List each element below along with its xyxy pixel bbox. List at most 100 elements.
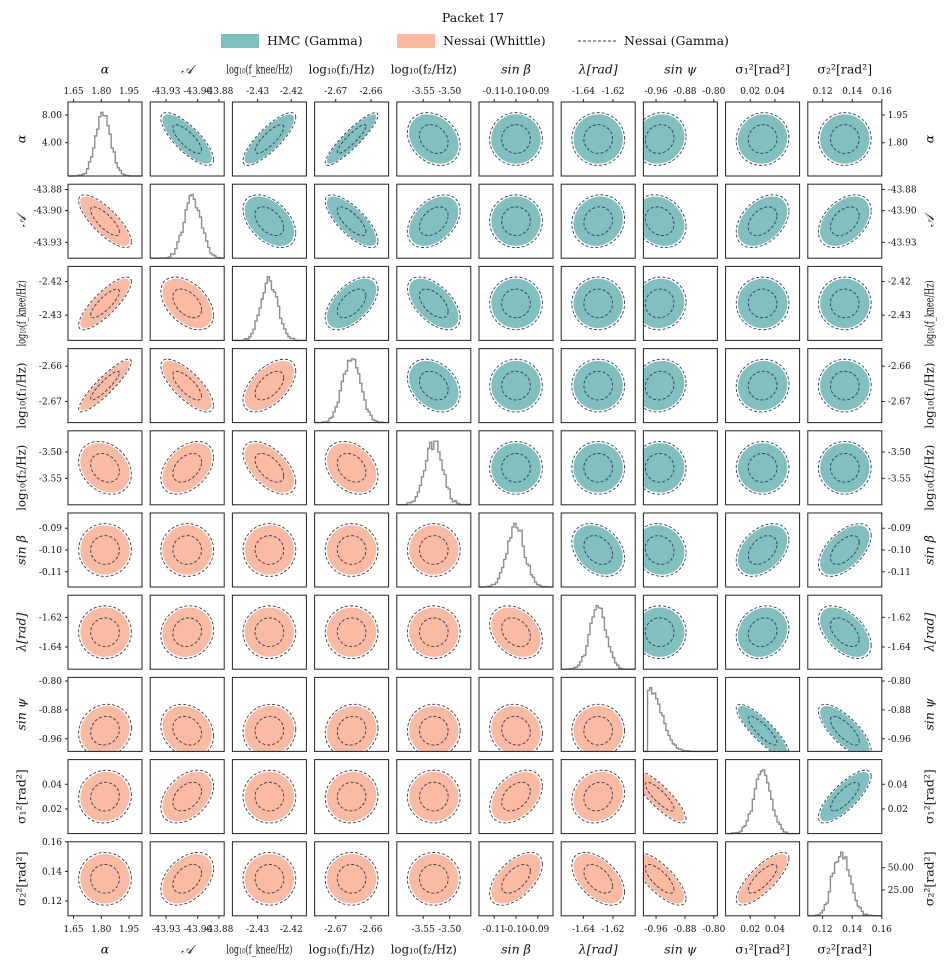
nessai-gamma-outer-contour <box>242 440 297 495</box>
panel-frame <box>478 594 554 670</box>
svg-text:sin ψ: sin ψ <box>664 62 696 77</box>
svg-text:log₁₀(f₂/Hz): log₁₀(f₂/Hz) <box>922 445 937 511</box>
nessai-gamma-outer-contour <box>489 358 543 413</box>
panel-log_f2-vs-log_fknee <box>231 430 307 506</box>
nessai-gamma-outer-contour <box>242 851 297 906</box>
nessai-gamma-inner-contour <box>501 781 531 812</box>
nessai-gamma-outer-contour <box>324 112 379 166</box>
nessai-whittle-contour-fill <box>162 771 212 822</box>
hmc-contour-fill <box>573 525 623 575</box>
hmc-contour-fill <box>820 771 870 822</box>
nessai-gamma-outer-contour <box>160 851 215 906</box>
panel-frame <box>725 841 801 917</box>
top-axis-label-sin_psi: sin ψ <box>664 62 696 77</box>
svg-text:α: α <box>101 942 110 957</box>
right-tick-sin_psi-0: -0.96 <box>888 735 911 745</box>
panel-alpha-vs-log_f1 <box>314 101 390 177</box>
bottom-tick-alpha-2: 1.95 <box>119 925 139 935</box>
top-tick-sigma1-0: 0.02 <box>740 87 760 97</box>
nessai-gamma-outer-contour <box>735 523 790 577</box>
nessai-gamma-inner-contour <box>90 206 120 236</box>
nessai-gamma-inner-contour <box>747 206 778 236</box>
panel-frame <box>67 348 143 424</box>
panel-log_f2-vs-sigma2 <box>807 430 883 506</box>
panel-frame <box>478 348 554 424</box>
nessai-gamma-outer-contour <box>489 605 543 660</box>
nessai-whittle-contour-fill <box>162 607 212 657</box>
nessai-gamma-inner-contour <box>830 370 860 401</box>
nessai-gamma-outer-contour <box>817 605 872 660</box>
panel-frame <box>807 101 883 177</box>
panel-frame <box>67 594 143 670</box>
top-tick-sin_psi-1: -0.88 <box>673 87 696 97</box>
svg-text:log₁₀(f₁/Hz): log₁₀(f₁/Hz) <box>309 62 375 77</box>
hmc-contour-fill <box>737 525 788 575</box>
nessai-gamma-inner-contour <box>583 715 613 746</box>
panel-alpha-vs-A <box>149 101 225 177</box>
panel-log_f2-vs-lambda <box>560 430 636 506</box>
svg-text:σ₂²[rad²]: σ₂²[rad²] <box>14 851 29 906</box>
right-axis-label-log_f2: log₁₀(f₂/Hz) <box>922 445 937 511</box>
top-tick-sigma2-1: 0.14 <box>842 87 862 97</box>
panel-frame <box>807 676 883 752</box>
panel-frame <box>807 265 883 341</box>
hmc-contour-fill <box>573 196 623 246</box>
panel-frame <box>314 348 390 424</box>
nessai-gamma-outer-contour <box>571 523 626 577</box>
svg-text:λ[rad]: λ[rad] <box>14 613 29 653</box>
svg-text:α: α <box>14 134 29 143</box>
panel-frame <box>231 183 307 259</box>
panel-frame <box>725 183 801 259</box>
panel-frame <box>478 512 554 588</box>
nessai-whittle-contour-fill <box>737 854 788 904</box>
nessai-gamma-inner-contour <box>419 617 449 647</box>
nessai-gamma-outer-contour <box>160 605 215 660</box>
nessai-gamma-inner-contour <box>172 535 202 565</box>
panel-frame <box>807 841 883 917</box>
bottom-tick-sigma1-0: 0.02 <box>740 925 760 935</box>
nessai-gamma-outer-contour <box>78 703 132 752</box>
histogram-alpha <box>68 111 142 177</box>
panel-frame <box>67 101 143 177</box>
panel-frame <box>642 841 718 917</box>
panel-sin_psi-vs-sigma1 <box>725 676 801 752</box>
nessai-gamma-inner-contour <box>747 124 778 154</box>
nessai-gamma-outer-contour <box>406 605 461 660</box>
panel-sigma2-vs-lambda <box>560 841 636 917</box>
panel-lambda-vs-A <box>149 594 225 670</box>
nessai-gamma-outer-contour <box>78 276 132 331</box>
panel-log_f1-vs-alpha <box>67 348 143 424</box>
right-tick-sin_psi-2: -0.80 <box>888 677 911 687</box>
panel-sigma1-vs-log_f2 <box>396 759 472 835</box>
nessai-whittle-contour-fill <box>244 525 295 575</box>
nessai-gamma-inner-contour <box>90 453 120 483</box>
panel-sigma1-vs-sigma2 <box>807 759 883 835</box>
nessai-gamma-outer-contour <box>78 605 132 660</box>
panel-log_fknee-vs-lambda <box>560 265 636 341</box>
panel-sin_beta-vs-lambda <box>560 512 636 588</box>
nessai-gamma-inner-contour <box>172 124 202 154</box>
bottom-axis-label-sin_psi: sin ψ <box>664 942 696 957</box>
nessai-whittle-contour-fill <box>80 360 130 411</box>
nessai-gamma-inner-contour <box>172 781 202 812</box>
nessai-gamma-inner-contour <box>830 781 860 812</box>
nessai-gamma-outer-contour <box>571 194 626 249</box>
nessai-whittle-contour-fill <box>409 706 459 752</box>
svg-text:sin β: sin β <box>501 942 531 957</box>
nessai-gamma-outer-contour <box>78 769 132 824</box>
nessai-gamma-inner-contour <box>583 370 613 401</box>
nessai-gamma-inner-contour <box>501 864 531 894</box>
left-tick-log_f2-1: -3.50 <box>39 448 62 458</box>
nessai-gamma-inner-contour <box>90 288 120 319</box>
panel-frame <box>67 759 143 835</box>
nessai-gamma-outer-contour <box>735 276 790 331</box>
panel-alpha-vs-sin_psi <box>642 101 718 177</box>
panel-frame <box>725 101 801 177</box>
nessai-gamma-outer-contour <box>489 769 543 824</box>
histogram-sin_beta <box>479 522 554 588</box>
bottom-tick-log_f2-1: -3.50 <box>438 925 461 935</box>
panel-A-vs-log_f1 <box>314 183 390 259</box>
panel-frame <box>642 183 718 259</box>
nessai-gamma-outer-contour <box>642 605 687 660</box>
svg-text:λ[rad]: λ[rad] <box>578 942 618 957</box>
